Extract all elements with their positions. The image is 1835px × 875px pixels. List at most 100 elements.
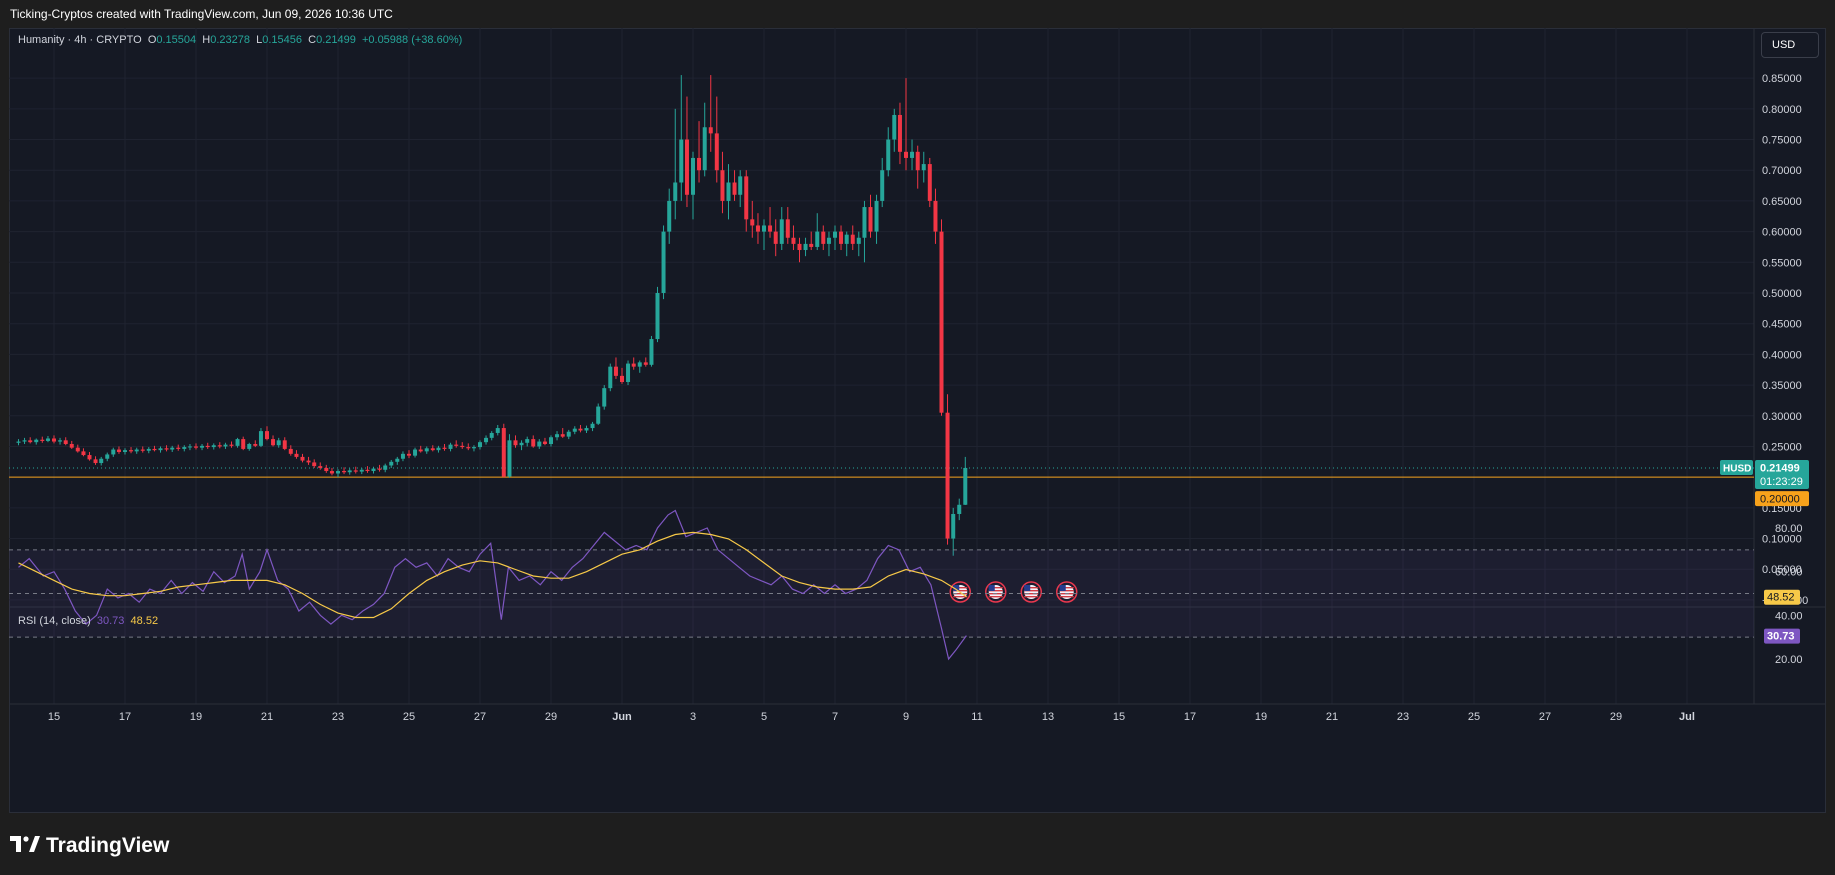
candle-body	[963, 467, 968, 505]
candle-body	[815, 231, 820, 247]
candle-body	[833, 231, 837, 238]
time-tick-label: Jun	[612, 711, 632, 723]
candle-body	[294, 453, 299, 457]
candle	[608, 363, 613, 392]
candle-body	[590, 423, 595, 429]
candle	[697, 121, 702, 183]
rsi-ma-badge: 48.52	[1764, 589, 1800, 605]
candle-body	[45, 438, 50, 441]
candle-body	[466, 447, 471, 449]
time-tick-label: 21	[261, 711, 273, 723]
candle-body	[52, 438, 56, 442]
candle	[75, 444, 80, 453]
open-value: 0.15504	[156, 34, 197, 46]
candle-body	[673, 182, 678, 201]
time-tick-label: 21	[1326, 711, 1338, 723]
candle	[945, 394, 950, 545]
tradingview-logo[interactable]: TradingView	[10, 832, 169, 860]
candle	[93, 456, 98, 465]
candle-body	[507, 440, 512, 477]
event-flag-icon	[1020, 581, 1042, 603]
candle	[839, 225, 844, 251]
rsi-ma-value: 48.52	[130, 615, 159, 627]
candle-body	[951, 513, 956, 539]
time-tick-label: 17	[1184, 711, 1196, 723]
candle	[123, 448, 127, 455]
candle	[22, 437, 27, 445]
candle	[99, 456, 104, 466]
candle-body	[697, 157, 702, 171]
currency-button[interactable]: USD	[1761, 32, 1819, 58]
candle	[620, 367, 624, 384]
last-price-badge: 0.21499 01:23:29	[1755, 459, 1809, 489]
candle-body	[318, 466, 323, 468]
time-tick-label: 15	[1113, 711, 1125, 723]
candle	[466, 443, 471, 451]
candle	[927, 157, 932, 208]
time-tick-label: 27	[1539, 711, 1551, 723]
candle	[247, 442, 252, 451]
candle	[329, 467, 334, 476]
time-tick-label: 25	[403, 711, 415, 723]
rsi-value: 30.73	[96, 615, 125, 627]
candle-body	[265, 431, 269, 440]
candle-body	[342, 471, 347, 473]
candle	[430, 445, 435, 452]
candle-body	[383, 465, 388, 470]
candle-body	[667, 200, 672, 232]
candle-body	[271, 439, 276, 446]
candle	[282, 437, 287, 451]
symbol-legend: Humanity · 4h · CRYPTO O0.15504 H0.23278…	[18, 34, 462, 46]
rsi-tick-label: 40.00	[1775, 610, 1803, 622]
candle-body	[187, 446, 192, 448]
symbol-tag-bg	[1720, 459, 1753, 475]
candle	[862, 200, 867, 263]
candle	[205, 442, 210, 449]
candle	[868, 194, 873, 238]
event-flag-stripe	[988, 590, 1003, 592]
candle-body	[797, 243, 802, 251]
candle	[258, 428, 263, 448]
candle-body	[927, 164, 932, 201]
rsi-value-badge-bg	[1764, 628, 1800, 644]
candle	[762, 219, 766, 251]
candle-body	[377, 468, 382, 470]
time-tick-label: 25	[1468, 711, 1480, 723]
candle-body	[478, 442, 482, 448]
candle-body	[99, 458, 104, 464]
event-flag-stripe	[1024, 590, 1039, 592]
candle-body	[939, 231, 944, 413]
candle-body	[40, 439, 45, 441]
candle-body	[495, 428, 500, 433]
candle	[921, 151, 926, 183]
candle	[531, 435, 536, 448]
candle	[555, 431, 560, 441]
candle-body	[253, 444, 258, 446]
candle	[383, 463, 388, 473]
candle-body	[643, 362, 648, 365]
countdown-text: 01:23:29	[1760, 476, 1803, 488]
candle-body	[407, 453, 411, 456]
price-tick-label: 0.35000	[1762, 380, 1802, 392]
event-flag-canton	[1059, 585, 1066, 591]
price-chart[interactable]: 0.85000 0.80000 0.75000 0.70000 0.65000 0.600…	[9, 28, 1826, 813]
candle-body	[211, 445, 216, 448]
price-tick-label: 0.75000	[1762, 135, 1802, 147]
candle	[939, 219, 944, 416]
candle	[223, 442, 228, 449]
candle-body	[170, 447, 175, 450]
candle	[300, 453, 305, 463]
candle-body	[915, 151, 920, 171]
candle	[702, 102, 707, 177]
candle	[726, 164, 731, 220]
candle-body	[702, 127, 707, 171]
rsi-ma-badge-text: 48.52	[1767, 592, 1795, 604]
candle-body	[365, 469, 370, 472]
candle	[755, 213, 760, 244]
candle	[235, 437, 240, 448]
candle-body	[158, 448, 163, 451]
candle	[460, 442, 465, 449]
candle-body	[223, 444, 228, 447]
candle	[365, 466, 370, 473]
rsi-title: RSI (14, close)	[18, 615, 91, 627]
